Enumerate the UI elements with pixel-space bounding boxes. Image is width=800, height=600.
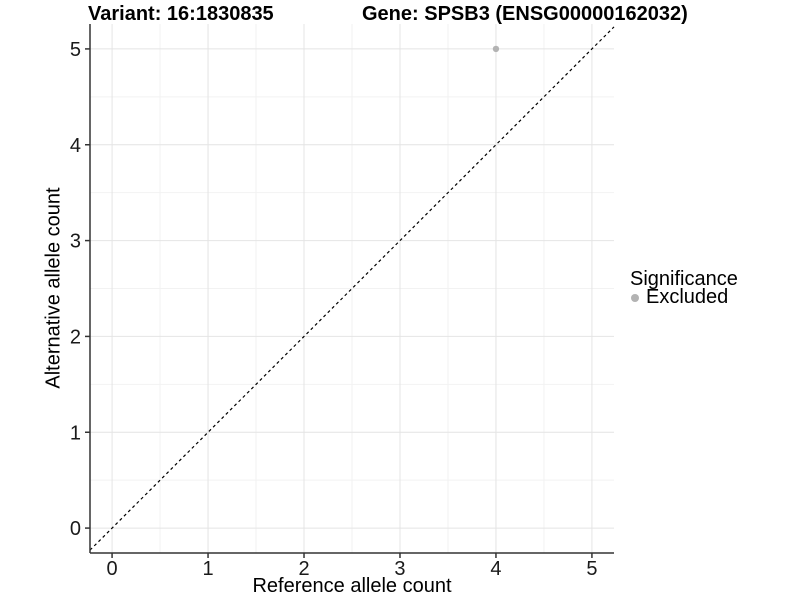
legend-entry-label: Excluded (646, 286, 729, 308)
y-axis-label: Alternative allele count (42, 187, 65, 389)
y-tick-label: 4 (70, 135, 81, 157)
y-tick-label: 2 (70, 326, 81, 348)
plot-title-gene: Gene: SPSB3 (ENSG00000162032) (362, 3, 688, 25)
y-tick-label: 1 (70, 422, 81, 444)
legend: Significance Excluded (630, 268, 738, 308)
x-axis-label: Reference allele count (252, 575, 452, 597)
x-tick-label: 2 (298, 558, 309, 580)
legend-entry-excluded: Excluded (630, 286, 738, 308)
y-tick-label: 5 (70, 39, 81, 61)
data-point (492, 45, 500, 53)
legend-point-icon (631, 293, 639, 302)
y-tick-label: 3 (70, 231, 81, 253)
x-tick-label: 5 (586, 558, 597, 580)
x-tick-label: 4 (490, 558, 501, 580)
x-tick-label: 1 (202, 558, 213, 580)
plot-title-variant: Variant: 16:1830835 (88, 3, 274, 25)
x-tick-label: 3 (394, 558, 405, 580)
legend-title: Significance (630, 268, 738, 290)
y-tick-label: 0 (70, 518, 81, 540)
x-tick-label: 0 (107, 558, 118, 580)
